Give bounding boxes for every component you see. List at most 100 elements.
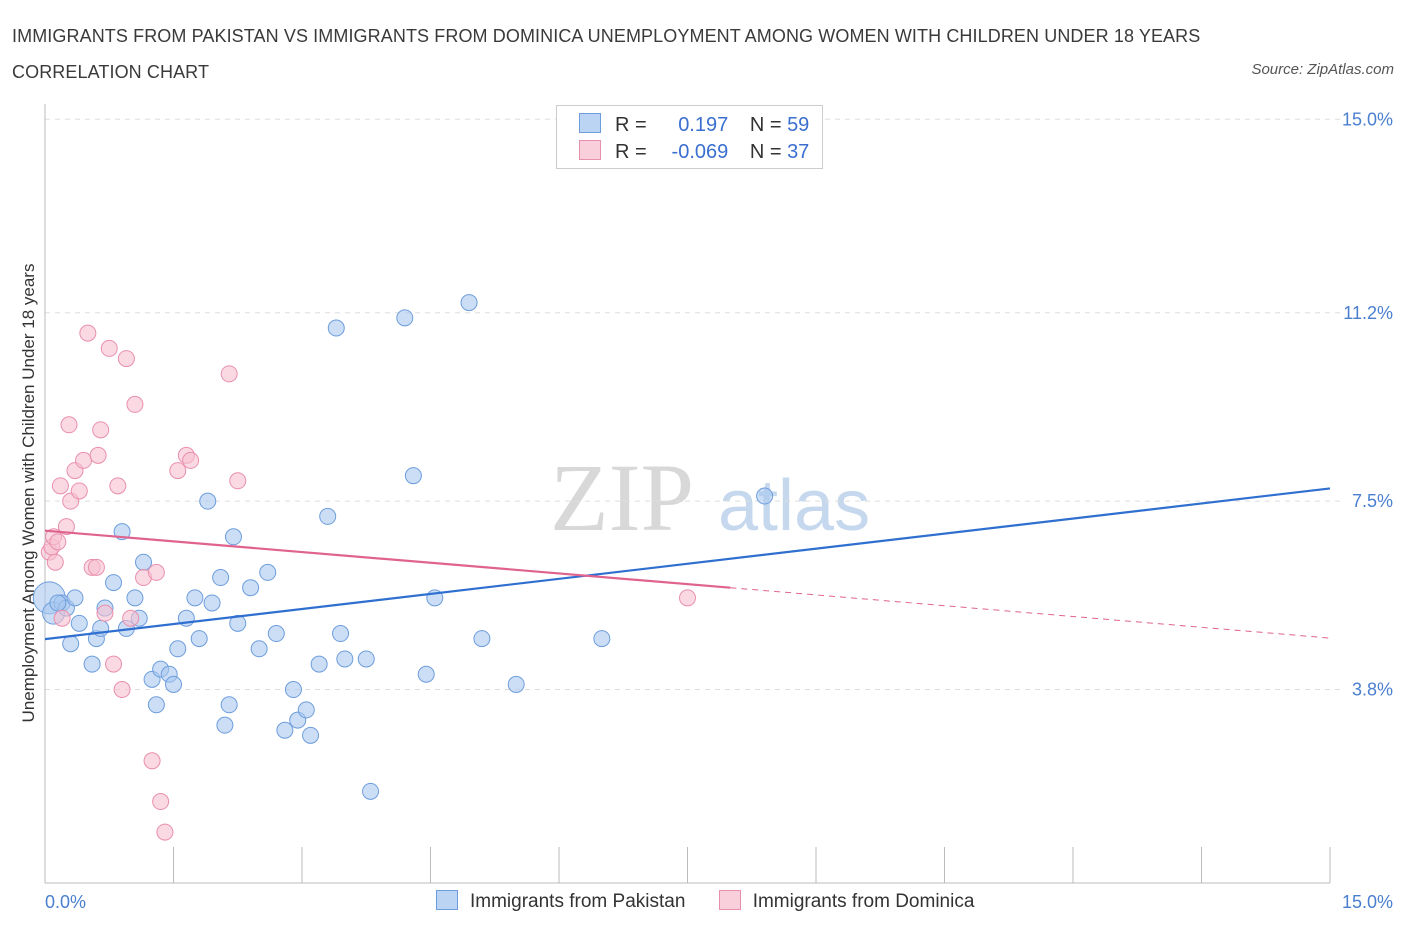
data-point-dominica (60, 416, 78, 434)
data-point-pakistan (126, 589, 144, 607)
data-point-pakistan (83, 655, 101, 673)
data-point-dominica (182, 451, 200, 469)
legend-label-dominica: Immigrants from Dominica (752, 891, 975, 912)
data-point-pakistan (357, 650, 375, 668)
data-point-dominica (57, 518, 75, 536)
data-point-pakistan (62, 635, 80, 653)
data-point-pakistan (460, 294, 478, 312)
data-point-pakistan (302, 726, 320, 744)
data-point-dominica (49, 533, 67, 551)
watermark-atlas: atlas (718, 466, 870, 546)
data-point-dominica (229, 472, 247, 490)
trend-line-pakistan (44, 487, 1331, 641)
data-point-pakistan (135, 553, 153, 571)
data-point-pakistan (169, 640, 187, 658)
data-point-pakistan (473, 630, 491, 648)
data-point-pakistan (284, 681, 302, 699)
legend-n-label: N = (749, 141, 782, 163)
chart-title: IMMIGRANTS FROM PAKISTAN VS IMMIGRANTS F… (12, 26, 1201, 82)
data-point-pakistan (332, 625, 350, 643)
data-point-pakistan (70, 614, 88, 632)
axes (44, 104, 1331, 884)
data-point-dominica (46, 553, 64, 571)
data-point-dominica (156, 823, 174, 841)
data-point-pakistan (756, 487, 774, 505)
data-point-dominica (679, 589, 696, 607)
legend-swatch-pakistan (579, 113, 601, 133)
data-point-pakistan (66, 589, 84, 607)
data-point-dominica (126, 395, 144, 413)
data-point-pakistan (199, 492, 217, 510)
data-point-pakistan (336, 650, 354, 668)
data-point-pakistan (165, 675, 182, 693)
data-point-dominica (100, 339, 118, 357)
series-legend: Immigrants from Pakistan Immigrants from… (436, 890, 1002, 913)
legend-n-value: 59 (787, 114, 810, 136)
y-axis-label: Unemployment Among Women with Children U… (19, 264, 38, 723)
data-point-dominica (105, 655, 123, 673)
data-point-dominica (169, 462, 187, 480)
y-tick-label: 11.2% (1343, 303, 1393, 323)
trend-line-dominica-extension (730, 587, 1331, 639)
source-label: Source: ZipAtlas.com (1251, 61, 1394, 78)
trend-lines (44, 487, 1331, 641)
data-point-pakistan (396, 309, 414, 327)
data-point-pakistan (212, 569, 230, 587)
data-point-dominica (96, 604, 114, 622)
data-point-dominica (70, 482, 88, 500)
data-point-pakistan (593, 630, 611, 648)
legend-n-value: 37 (787, 141, 810, 163)
y-tick-label: 3.8% (1352, 680, 1393, 700)
data-point-pakistan (507, 675, 525, 693)
data-point-pakistan (310, 655, 328, 673)
data-point-pakistan (220, 696, 238, 714)
data-point-pakistan (216, 716, 234, 734)
legend-item-pakistan: Immigrants from Pakistan (436, 890, 686, 912)
data-point-pakistan (276, 721, 294, 739)
data-point-pakistan (327, 319, 345, 337)
legend-r-label: R = (615, 141, 647, 163)
data-point-dominica (53, 609, 71, 627)
data-point-dominica (122, 609, 140, 627)
data-point-pakistan (267, 625, 285, 643)
stats-legend: R = 0.197 N = 59 R = -0.069 N = 37 (556, 105, 823, 169)
data-point-dominica (109, 477, 127, 495)
data-point-dominica (220, 365, 238, 383)
data-point-dominica (113, 681, 131, 699)
data-point-dominica (89, 446, 107, 464)
legend-r-label: R = (615, 114, 647, 136)
legend-swatch-dominica (718, 890, 741, 910)
watermark-zip: ZIP (550, 444, 694, 551)
data-point-pakistan (319, 507, 337, 525)
y-tick-label: 7.5% (1352, 491, 1393, 511)
data-point-dominica (75, 451, 93, 469)
data-point-pakistan (297, 701, 315, 719)
legend-row-dominica: R = -0.069 N = 37 (579, 140, 809, 166)
data-point-pakistan (224, 528, 242, 546)
data-point-dominica (143, 752, 161, 770)
data-point-dominica (92, 421, 110, 439)
x-tick-labels: 0.0% 15.0% (45, 892, 1393, 912)
watermark: ZIP atlas (550, 444, 870, 551)
legend-label-pakistan: Immigrants from Pakistan (470, 891, 686, 912)
legend-row-pakistan: R = 0.197 N = 59 (579, 113, 809, 139)
trend-line-dominica (44, 529, 731, 589)
legend-r-value: 0.197 (678, 114, 729, 136)
data-point-pakistan (242, 579, 260, 597)
legend-swatch-pakistan (436, 890, 458, 910)
data-point-dominica (117, 350, 135, 368)
x-tick-label: 15.0% (1342, 892, 1393, 912)
data-point-pakistan (203, 594, 221, 612)
data-point-dominica (79, 324, 97, 342)
data-point-dominica (51, 477, 69, 495)
series-dominica (40, 324, 696, 841)
data-point-pakistan (49, 594, 67, 612)
y-tick-labels: 3.8% 7.5% 11.2% 15.0% (1342, 109, 1393, 699)
data-point-pakistan (229, 614, 247, 632)
y-tick-label: 15.0% (1342, 109, 1393, 129)
data-point-pakistan (259, 563, 277, 581)
legend-item-dominica: Immigrants from Dominica (718, 890, 975, 912)
data-point-pakistan (417, 665, 435, 683)
data-point-pakistan (250, 640, 268, 658)
